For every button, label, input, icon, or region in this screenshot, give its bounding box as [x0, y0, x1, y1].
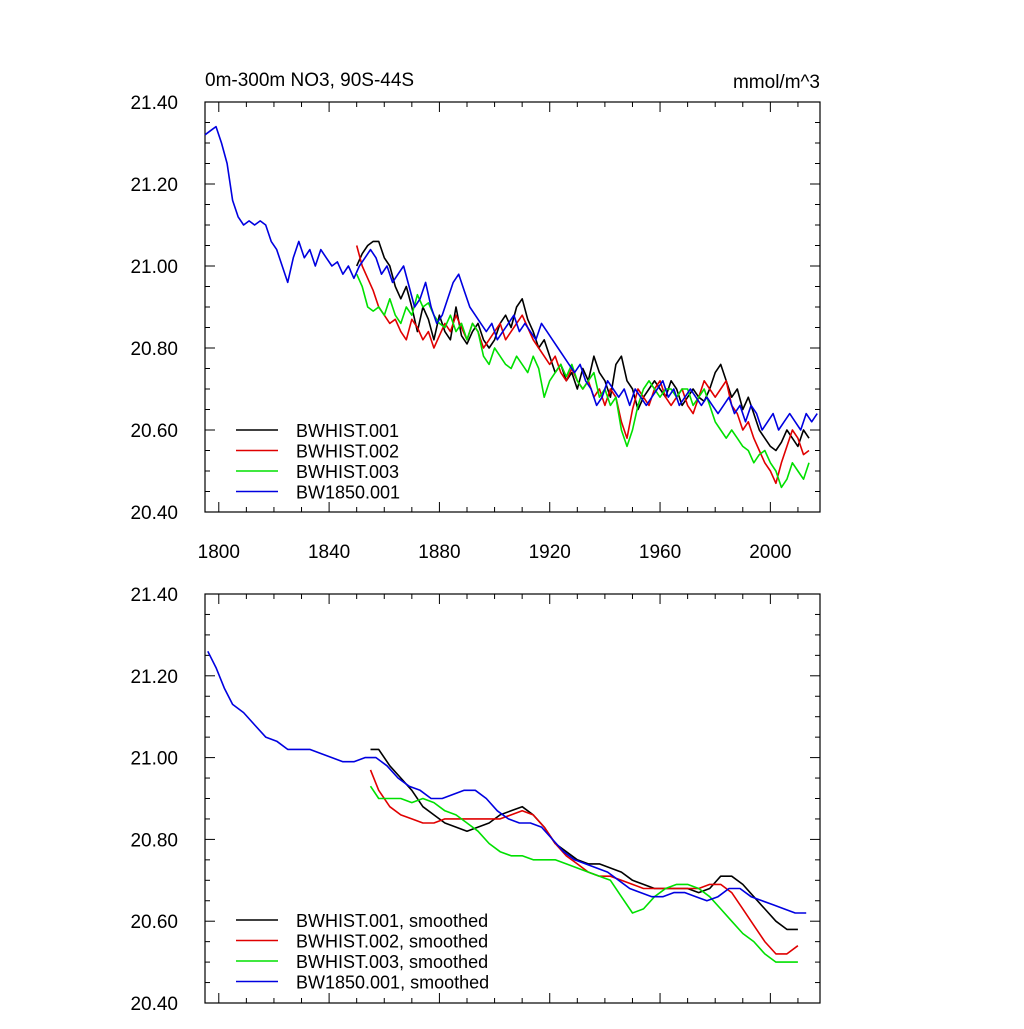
- series-line-3: [369, 785, 798, 963]
- series-line-4: [204, 125, 818, 431]
- x-tick-label: 2000: [749, 542, 791, 563]
- legend-label: BW1850.001: [296, 483, 400, 503]
- series-line-3: [355, 273, 810, 489]
- y-tick-label: 21.20: [130, 175, 178, 196]
- panel-bottom: 20.40 20.60 20.80 21.00 21.20 21.40 BWHIST.001…: [130, 585, 821, 1015]
- y-tick-label: 20.40: [130, 503, 178, 524]
- series-line-4: [207, 650, 807, 914]
- y-tick-label: 20.40: [130, 994, 178, 1015]
- units-label: mmol/m^3: [733, 72, 820, 93]
- panel-top: 0m-300m NO3, 90S-44S mmol/m^3 20.40 20.60…: [130, 70, 821, 563]
- legend-label: BWHIST.001, smoothed: [296, 911, 488, 931]
- x-tick-label: 1800: [198, 542, 240, 563]
- y-tick-label: 21.40: [130, 93, 178, 114]
- y-tick-label: 21.20: [130, 667, 178, 688]
- legend-label: BWHIST.003: [296, 462, 399, 482]
- series-line-1: [355, 240, 810, 452]
- legend-label: BWHIST.002, smoothed: [296, 932, 488, 952]
- series-line-1: [370, 748, 798, 931]
- y-tick-label: 21.00: [130, 749, 178, 770]
- x-tick-label: 1960: [639, 542, 681, 563]
- y-tick-label: 20.80: [130, 830, 178, 851]
- chart-title: 0m-300m NO3, 90S-44S: [205, 70, 414, 91]
- y-tick-label: 20.60: [130, 912, 178, 933]
- legend-label: BWHIST.001: [296, 421, 399, 441]
- legend-label: BW1850.001, smoothed: [296, 973, 489, 993]
- y-tick-label: 20.60: [130, 421, 178, 442]
- y-tick-label: 20.80: [130, 339, 178, 360]
- x-tick-label: 1880: [418, 542, 460, 563]
- x-tick-label: 1840: [308, 542, 350, 563]
- y-tick-label: 21.40: [130, 585, 178, 606]
- series-line-2: [355, 245, 810, 485]
- series-line-2: [369, 769, 799, 955]
- x-tick-label: 1920: [529, 542, 571, 563]
- y-tick-label: 21.00: [130, 257, 178, 278]
- legend-label: BWHIST.003, smoothed: [296, 952, 488, 972]
- legend-label: BWHIST.002: [296, 442, 399, 462]
